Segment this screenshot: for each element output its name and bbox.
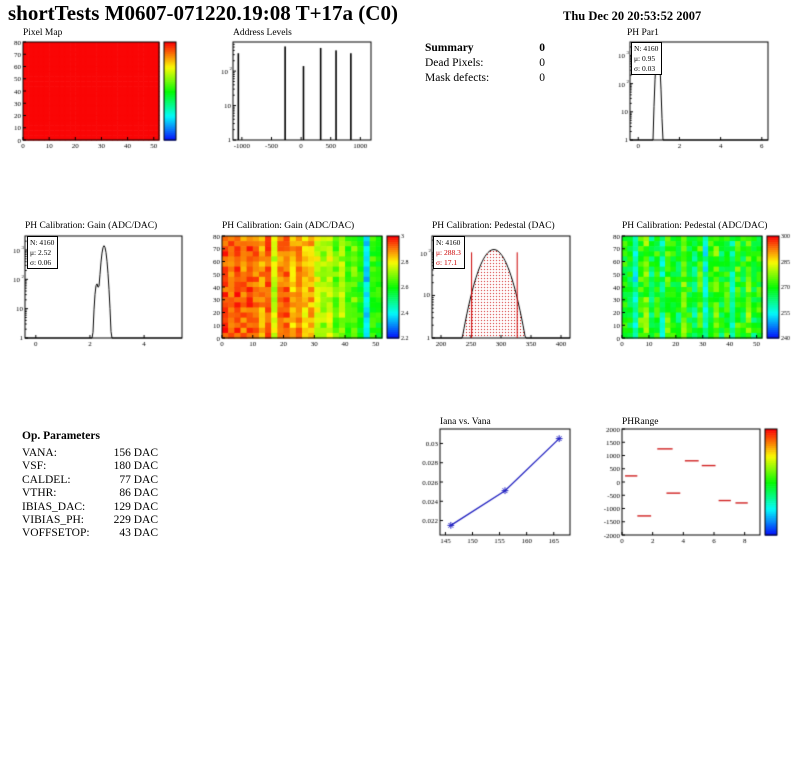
op-row: VOFFSETOP: 43 DAC <box>22 527 158 540</box>
param-value: 77 DAC <box>119 473 158 486</box>
op-row: VIBIAS_PH: 229 DAC <box>22 514 158 527</box>
param-value: 86 DAC <box>119 487 158 500</box>
param-label: VSF: <box>22 460 47 473</box>
op-parameters-title: Op. Parameters <box>22 430 100 442</box>
op-row: IBIAS_DAC: 129 DAC <box>22 501 158 514</box>
gain-map-title: PH Calibration: Gain (ADC/DAC) <box>222 221 355 231</box>
summary-block: Summary 0 Dead Pixels: 0 Mask defects: 0 <box>425 42 545 87</box>
param-value: 43 DAC <box>119 527 158 540</box>
iana-vana-title: Iana vs. Vana <box>440 417 491 427</box>
ph-par1-stats: N: 4160 μ: 0.95 σ: 0.03 <box>631 42 663 76</box>
gain-map-plot <box>198 232 412 352</box>
stat-mean: μ: 288.3 <box>436 247 461 257</box>
op-row: VSF: 180 DAC <box>22 460 158 473</box>
param-value: 180 DAC <box>113 460 158 473</box>
param-value: 229 DAC <box>113 514 158 527</box>
stat-mean: μ: 0.95 <box>634 53 656 63</box>
pedestal-map-title: PH Calibration: Pedestal (ADC/DAC) <box>622 221 768 231</box>
dead-pixels-label: Dead Pixels: <box>425 57 484 69</box>
param-label: VOFFSETOP: <box>22 527 90 540</box>
timestamp: Thu Dec 20 20:53:52 2007 <box>563 9 702 23</box>
stat-sigma: σ: 0.03 <box>634 63 656 73</box>
op-parameters-block: Op. Parameters VANA: 156 DAC VSF: 180 DA… <box>22 430 158 541</box>
gain-hist-title: PH Calibration: Gain (ADC/DAC) <box>25 221 158 231</box>
param-value: 156 DAC <box>113 447 158 459</box>
ph-par1-title: PH Par1 <box>627 28 659 38</box>
dead-pixels-value: 0 <box>539 57 545 69</box>
mask-defects-value: 0 <box>539 72 545 84</box>
pixel-map-plot <box>0 38 192 154</box>
param-value: 129 DAC <box>113 500 158 513</box>
page-title: shortTests M0607-071220.19:08 T+17a (C0) <box>8 1 398 25</box>
pedestal-map-plot <box>598 232 796 352</box>
param-label: VTHR: <box>22 487 57 500</box>
stat-sigma: σ: 17.1 <box>436 257 458 267</box>
summary-title: Summary <box>425 42 474 54</box>
stat-n: N: 4160 <box>30 238 55 247</box>
stat-sigma: σ: 0.06 <box>30 257 52 267</box>
phrange-title: PHRange <box>622 417 659 427</box>
pedestal-hist-title: PH Calibration: Pedestal (DAC) <box>432 221 555 231</box>
iana-vana-plot <box>406 424 578 548</box>
mask-defects-label: Mask defects: <box>425 72 490 84</box>
param-label: VANA: <box>22 447 57 459</box>
param-label: VIBIAS_PH: <box>22 514 84 527</box>
stat-n: N: 4160 <box>634 44 659 53</box>
stat-mean: μ: 2.52 <box>30 247 52 257</box>
op-row: CALDEL: 77 DAC <box>22 474 158 487</box>
gain-hist-stats: N: 4160 μ: 2.52 σ: 0.06 <box>27 236 59 270</box>
stat-n: N: 4160 <box>436 238 461 247</box>
op-row: VTHR: 86 DAC <box>22 487 158 500</box>
op-row: VANA: 156 DAC <box>22 447 158 460</box>
address-levels-plot <box>209 38 377 154</box>
phrange-plot <box>588 424 796 548</box>
pixel-map-title: Pixel Map <box>23 28 63 38</box>
pedestal-hist-stats: N: 4160 μ: 288.3 σ: 17.1 <box>433 236 465 270</box>
summary-value: 0 <box>539 42 545 54</box>
param-label: CALDEL: <box>22 473 71 486</box>
param-label: IBIAS_DAC: <box>22 500 86 513</box>
address-levels-title: Address Levels <box>233 28 292 38</box>
